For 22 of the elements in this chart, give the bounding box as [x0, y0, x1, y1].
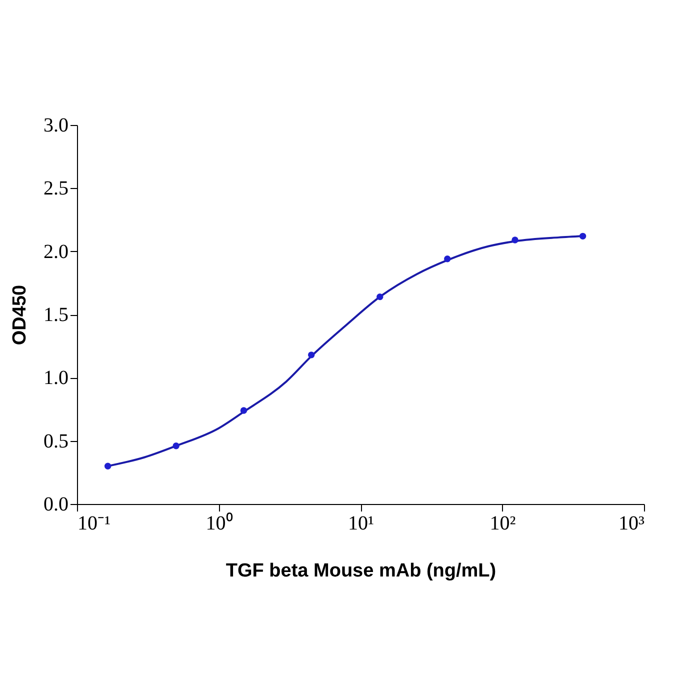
point: [512, 236, 518, 244]
point: [172, 442, 180, 450]
y-axis-title: OD450: [10, 284, 30, 346]
point: [444, 256, 451, 262]
x-tick-label: 10²: [490, 512, 516, 534]
x-tick-label: 10⁰: [206, 512, 233, 534]
y-tick-label: 0.0: [44, 494, 68, 516]
y-tick-label: 1.5: [44, 304, 68, 326]
point: [376, 293, 384, 300]
x-axis-title: TGF beta Mouse mAb (ng/mL): [226, 560, 496, 582]
y-tick-label: 0.5: [44, 430, 68, 452]
x-tick-label: 10¹: [348, 512, 374, 534]
point: [104, 462, 112, 470]
y-tick-label: 3.0: [44, 114, 68, 136]
point: [240, 407, 248, 414]
y-tick-label: 1.0: [44, 367, 68, 390]
y-tick-label: 2.0: [44, 240, 68, 263]
x-tick-label: 10³: [618, 512, 644, 534]
point: [308, 352, 315, 358]
y-tick-label: 2.5: [44, 178, 68, 200]
x-tick-label: 10⁻¹: [78, 512, 110, 534]
point: [579, 232, 586, 240]
